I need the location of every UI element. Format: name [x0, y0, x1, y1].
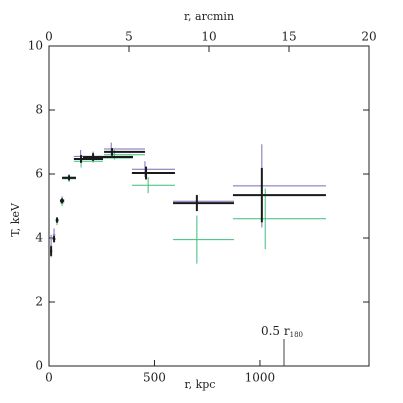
top-tick-label: 5 — [125, 30, 133, 44]
annotation-subscript: 180 — [290, 331, 303, 339]
top-tick-label: 20 — [361, 30, 376, 44]
x-tick-label: 1000 — [245, 371, 276, 385]
x-tick-label: 500 — [143, 371, 166, 385]
y-tick-label: 4 — [35, 231, 43, 245]
x-axis-label: r, kpc — [185, 378, 216, 391]
y-axis-label: T, keV — [9, 202, 22, 237]
y-tick-label: 6 — [35, 167, 43, 181]
y-tick-label: 2 — [35, 295, 43, 309]
y-tick-label: 0 — [35, 359, 43, 373]
top-tick-label: 0 — [45, 30, 53, 44]
x-tick-label: 0 — [45, 371, 53, 385]
y-tick-label: 8 — [35, 103, 43, 117]
y-tick-label: 10 — [28, 39, 43, 53]
top-tick-label: 10 — [201, 30, 216, 44]
annotation-text: 0.5 r — [261, 324, 290, 338]
top-tick-label: 15 — [281, 30, 296, 44]
plot-frame — [48, 45, 370, 367]
top-axis-label: r, arcmin — [184, 10, 234, 23]
annotation: 0.5 r180 — [261, 324, 303, 340]
